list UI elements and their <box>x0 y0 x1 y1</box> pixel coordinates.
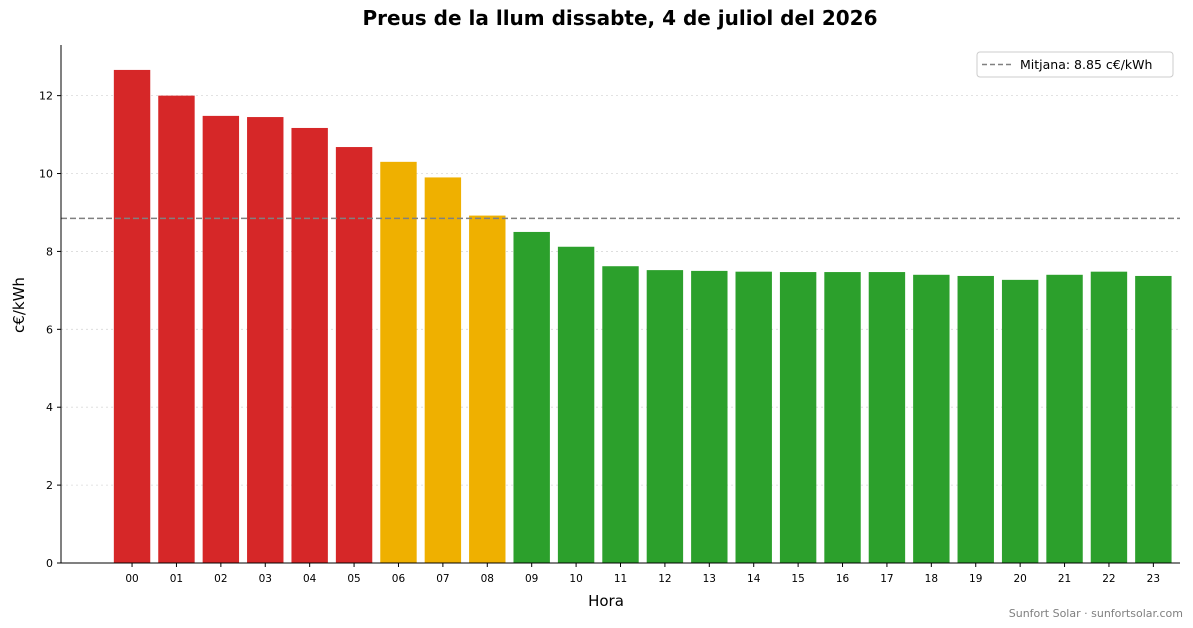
y-tick-label: 12 <box>39 90 53 103</box>
y-tick-label: 0 <box>46 557 53 570</box>
bar-hour-11 <box>602 266 639 563</box>
x-tick-label: 16 <box>836 573 850 585</box>
x-tick-label: 01 <box>170 573 183 585</box>
x-tick-label: 18 <box>925 573 938 585</box>
x-tick-label: 14 <box>747 573 761 585</box>
bar-hour-05 <box>335 147 373 563</box>
x-tick-label: 07 <box>436 573 449 585</box>
bar-hour-15 <box>779 272 817 563</box>
bar-hour-07 <box>424 177 462 563</box>
y-tick-label: 8 <box>46 245 53 258</box>
x-tick-label: 10 <box>569 573 582 585</box>
x-tick-label: 03 <box>259 573 272 585</box>
x-tick-label: 12 <box>658 573 671 585</box>
x-tick-label: 17 <box>880 573 893 585</box>
bar-hour-04 <box>291 127 328 564</box>
x-tick-label: 20 <box>1013 573 1026 585</box>
legend: Mitjana: 8.85 c€/kWh <box>976 51 1174 78</box>
legend-box <box>976 51 1174 78</box>
y-tick-label: 2 <box>46 479 53 492</box>
x-tick-label: 23 <box>1147 573 1160 585</box>
x-axis-label: Hora <box>588 592 624 610</box>
chart-title: Preus de la llum dissabte, 4 de juliol d… <box>362 6 877 30</box>
x-tick-label: 19 <box>969 573 982 585</box>
bar-hour-12 <box>646 270 684 563</box>
x-tick-label: 00 <box>125 573 138 585</box>
x-ticks: 00 01 02 03 04 05 06 07 08 09 10 11 12 13 14 15 16 17 18 19… <box>125 563 1160 585</box>
bar-hour-16 <box>824 272 861 563</box>
bar-hour-18 <box>913 274 950 563</box>
x-tick-label: 09 <box>525 573 538 585</box>
bar-hour-09 <box>513 231 550 563</box>
bar-hour-13 <box>691 270 728 563</box>
bar-hour-03 <box>247 117 284 563</box>
x-tick-label: 22 <box>1102 573 1115 585</box>
bar-hour-22 <box>1090 271 1128 563</box>
y-ticks: 0 2 4 6 8 10 12 <box>39 90 61 570</box>
bar-hour-01 <box>158 95 195 563</box>
x-tick-label: 06 <box>392 573 406 585</box>
bar-hour-10 <box>557 246 595 563</box>
bar-hour-02 <box>202 115 240 563</box>
x-tick-label: 13 <box>703 573 716 585</box>
bar-hour-23 <box>1135 275 1172 563</box>
x-tick-label: 04 <box>303 573 317 585</box>
footer-credit: Sunfort Solar · sunfortsolar.com <box>1009 607 1183 620</box>
bar-hour-20 <box>1001 279 1039 563</box>
bars <box>113 69 1172 564</box>
y-tick-label: 10 <box>39 168 53 181</box>
x-tick-label: 02 <box>214 573 227 585</box>
bar-hour-00 <box>113 69 151 563</box>
legend-average-label: Mitjana: 8.85 c€/kWh <box>1020 57 1152 72</box>
y-tick-label: 6 <box>46 323 53 336</box>
y-axis-label: c€/kWh <box>10 277 28 333</box>
bar-hour-14 <box>735 271 772 563</box>
x-tick-label: 08 <box>481 573 494 585</box>
bar-hour-06 <box>380 161 417 563</box>
x-tick-label: 21 <box>1058 573 1071 585</box>
bar-hour-19 <box>957 275 994 563</box>
bar-hour-08 <box>469 215 506 563</box>
bar-hour-21 <box>1046 274 1083 563</box>
x-tick-label: 11 <box>614 573 627 585</box>
x-tick-label: 15 <box>791 573 804 585</box>
bar-hour-17 <box>868 272 906 563</box>
y-tick-label: 4 <box>46 401 53 414</box>
x-tick-label: 05 <box>347 573 360 585</box>
